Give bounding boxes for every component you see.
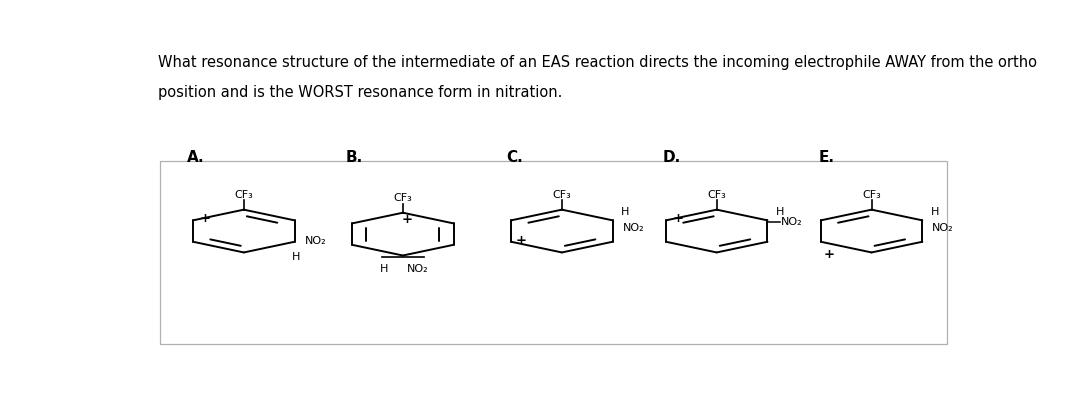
Text: H: H (292, 252, 300, 262)
Text: C.: C. (505, 150, 523, 165)
Text: A.: A. (187, 150, 204, 165)
Text: NO₂: NO₂ (932, 223, 954, 233)
Text: NO₂: NO₂ (623, 223, 645, 233)
Text: +: + (402, 213, 413, 226)
Text: +: + (200, 212, 211, 225)
FancyBboxPatch shape (160, 161, 947, 344)
Text: CF₃: CF₃ (234, 190, 253, 200)
Text: CF₃: CF₃ (553, 190, 571, 200)
Text: NO₂: NO₂ (305, 236, 326, 246)
Text: CF₃: CF₃ (862, 190, 881, 200)
Text: E.: E. (819, 150, 835, 165)
Text: B.: B. (346, 150, 363, 165)
Text: D.: D. (662, 150, 680, 165)
Text: H: H (621, 207, 630, 217)
Text: NO₂: NO₂ (781, 217, 802, 227)
Text: +: + (672, 212, 684, 225)
Text: What resonance structure of the intermediate of an EAS reaction directs the inco: What resonance structure of the intermed… (158, 55, 1037, 70)
Text: CF₃: CF₃ (393, 193, 413, 203)
Text: +: + (515, 234, 527, 247)
Text: H: H (931, 207, 939, 217)
Text: NO₂: NO₂ (407, 264, 429, 274)
Text: CF₃: CF₃ (707, 190, 726, 200)
Text: H: H (379, 264, 388, 274)
Text: position and is the WORST resonance form in nitration.: position and is the WORST resonance form… (158, 85, 562, 100)
Text: +: + (824, 248, 835, 261)
Text: H: H (775, 207, 784, 217)
